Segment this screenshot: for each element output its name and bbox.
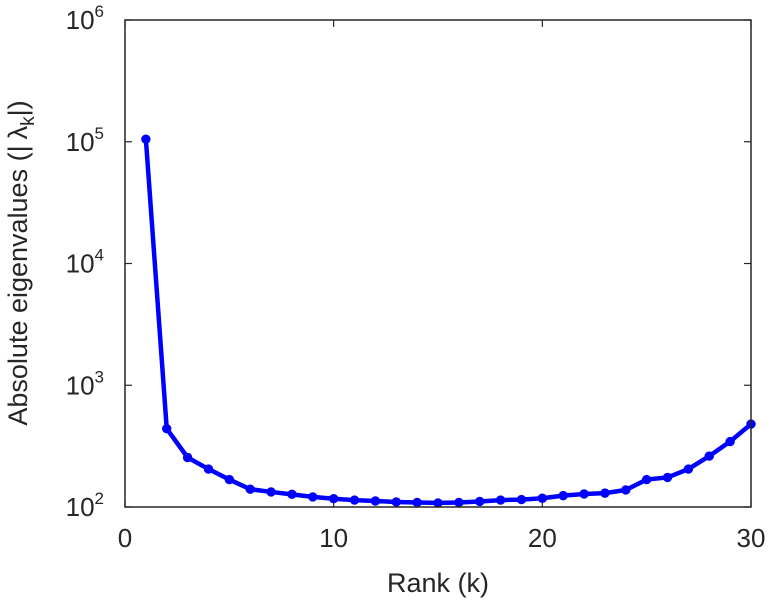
x-tick-label: 20 [528, 523, 557, 553]
data-point [725, 436, 735, 447]
data-point [704, 451, 714, 461]
data-point [182, 452, 193, 463]
data-point [621, 485, 631, 495]
data-point [683, 464, 694, 474]
data-point [579, 489, 589, 499]
y-tick-base: 10 [66, 249, 95, 279]
y-tick-exponent: 3 [95, 367, 104, 386]
y-axis-label-subscript: k [18, 116, 39, 126]
data-point [537, 493, 548, 503]
data-point [245, 484, 255, 494]
data-point [454, 497, 464, 508]
data-point [412, 497, 422, 508]
data-point [475, 496, 485, 507]
y-tick-base: 10 [66, 370, 95, 400]
y-tick-exponent: 5 [95, 124, 104, 143]
y-axis-label-suffix: |) [3, 100, 33, 116]
x-tick-label: 0 [118, 523, 132, 553]
data-point [433, 498, 443, 508]
data-point [328, 493, 339, 504]
series-line [143, 139, 753, 506]
tick-marks [124, 19, 752, 508]
x-tick-labels: 0 10 20 30 [118, 523, 766, 553]
data-point [203, 464, 214, 474]
y-tick-exponent: 6 [95, 2, 104, 21]
y-tick-exponent: 2 [95, 489, 104, 508]
data-point [391, 497, 401, 507]
y-tick-label: 102 [66, 489, 104, 522]
series-group [141, 134, 756, 508]
data-point [641, 474, 652, 485]
y-tick-label: 104 [66, 246, 104, 279]
y-tick-base: 10 [66, 492, 95, 522]
y-axis-label-symbol: λ [3, 125, 33, 139]
y-axis-label-prefix: Absolute eigenvalues (| [3, 145, 33, 425]
data-point [662, 472, 673, 483]
y-tick-label: 106 [66, 2, 104, 35]
data-point [600, 488, 610, 498]
y-tick-label: 103 [66, 367, 104, 400]
data-point [162, 423, 172, 434]
x-tick-label: 10 [319, 523, 348, 553]
data-point [370, 496, 381, 506]
y-tick-base: 10 [66, 5, 95, 35]
data-point [495, 495, 506, 505]
data-point [308, 492, 318, 502]
y-tick-exponent: 4 [95, 246, 104, 265]
y-tick-base: 10 [66, 127, 95, 157]
data-point [516, 494, 527, 505]
data-point [287, 489, 297, 500]
data-point [224, 474, 235, 485]
y-axis-label: Absolute eigenvalues (| λk|) [3, 100, 39, 425]
y-tick-label: 105 [66, 124, 104, 157]
data-point [266, 487, 276, 497]
x-tick-label: 30 [737, 523, 766, 553]
x-axis-label: Rank (k) [387, 568, 489, 598]
data-point [141, 134, 151, 144]
data-point [558, 490, 568, 501]
data-point [349, 495, 360, 505]
plot-frame [124, 19, 752, 508]
